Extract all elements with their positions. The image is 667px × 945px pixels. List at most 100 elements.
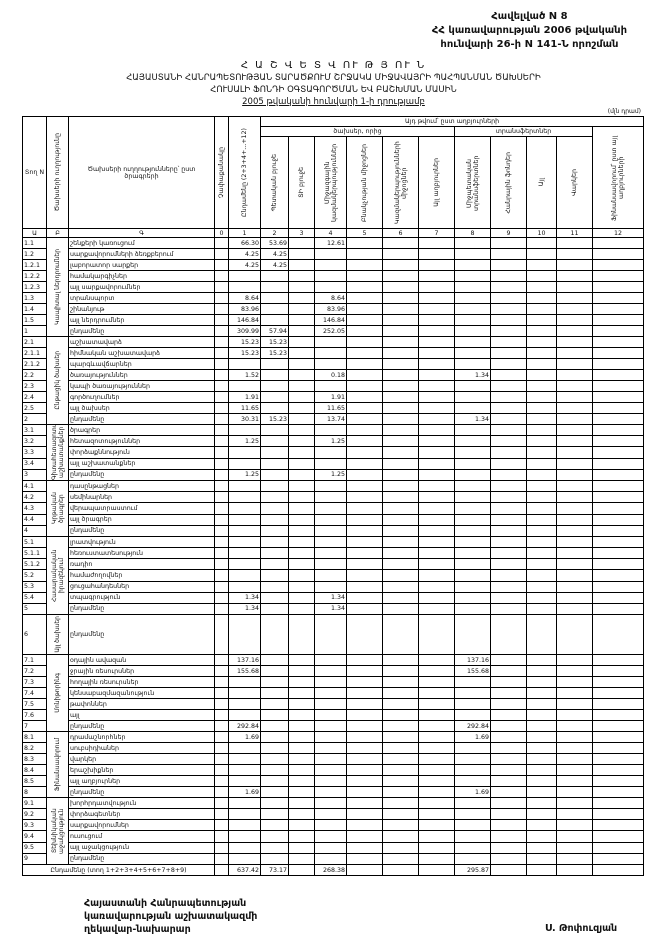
empty-cell [418,698,455,710]
empty-cell [591,796,645,810]
value-cell: 8.64 [314,292,347,304]
empty-cell [288,391,315,403]
empty-cell [260,292,289,304]
row-code: 5.1.2 [22,558,47,571]
empty-cell [418,841,455,854]
empty-cell [556,830,593,843]
row-code: 7.2 [22,665,47,677]
footer-line: կառավարության աշխատակազմի [84,911,258,922]
empty-cell [382,446,419,459]
empty-cell [526,259,557,271]
empty-cell [214,786,229,798]
empty-cell [214,796,229,810]
empty-cell [526,654,557,666]
column-number: 1 [228,228,261,238]
value-cell: 268.38 [314,864,347,876]
empty-cell [418,336,455,348]
empty-cell [490,676,527,688]
empty-cell [260,830,289,843]
empty-cell [556,819,593,832]
group-label-text: Այլ ծախսեր [54,616,61,653]
empty-cell [346,369,383,381]
empty-cell [346,270,383,282]
empty-cell [214,358,229,370]
row-code: 5.3 [22,580,47,593]
empty-cell [591,281,645,293]
empty-cell [418,237,455,249]
value-cell: 11.65 [314,402,347,414]
empty-cell [228,358,261,370]
table-row: 8.2 սուբսիդիաներ [22,742,645,754]
header-line: Հավելված N 8 [491,11,568,22]
row-code: 9.4 [22,830,47,843]
column-header-text: Ֆինանսավորում՝ ըստ այլ աղբյուրների [611,134,626,221]
empty-cell [526,491,557,504]
empty-cell [382,742,419,754]
table-head: Տող N Ծախսերի ուղղությունը Ծախսերի ուղղութ… [22,116,645,238]
empty-cell [260,775,289,787]
empty-cell [314,654,347,666]
empty-cell [260,753,289,765]
empty-cell [314,830,347,843]
row-name: այլ ծախսեր [68,402,215,414]
empty-cell [214,654,229,666]
row-name: հետազոտություններ [68,435,215,448]
empty-cell [314,569,347,582]
value-cell: 1.91 [314,391,347,403]
column-header-text: Ընդամենը (2+3+4+...+12) [241,128,248,217]
empty-cell [314,513,347,526]
empty-cell [454,347,491,359]
empty-cell [214,270,229,282]
column-number: 0 [214,228,229,238]
value-cell: 15.23 [260,336,289,348]
row-name: ընդամենը [68,413,215,425]
empty-cell [314,698,347,710]
empty-cell [454,423,491,437]
empty-cell [314,281,347,293]
table-row: 8.5 այլ աղբյուրներ [22,775,645,787]
empty-cell [214,513,229,526]
empty-cell [526,580,557,593]
empty-cell [490,413,527,425]
empty-cell [556,764,593,776]
empty-cell [454,614,491,655]
table-row: 2.3 կապի ծառայություններ [22,380,645,392]
empty-cell [288,513,315,526]
empty-cell [490,687,527,699]
empty-cell [556,535,593,549]
empty-cell [526,479,557,493]
empty-cell [382,468,419,482]
empty-cell [591,742,645,754]
empty-cell [382,786,419,798]
empty-cell [288,864,315,876]
empty-cell [490,731,527,743]
empty-cell [556,325,593,337]
empty-cell [214,435,229,448]
empty-cell [556,468,593,482]
empty-cell [591,479,645,493]
empty-cell [288,698,315,710]
footer-position: Հայաստանի Հանրապետության կառավարության ա… [84,897,257,936]
empty-cell [490,698,527,710]
table-row: 8.3 վարկեր [22,753,645,765]
empty-cell [346,558,383,571]
table-row: 7.4 կենսաբազմազանություն [22,687,645,699]
empty-cell [346,524,383,538]
value-cell: 637.42 [228,864,261,876]
group-label: Ֆինանսավորում [46,731,69,798]
column-header-text: Այլ աղբյուրներ [433,158,440,207]
empty-cell [228,535,261,549]
row-name: տպագրություն [68,591,215,604]
empty-cell [228,742,261,754]
empty-cell [490,614,527,655]
value-cell: 4.25 [260,259,289,271]
empty-cell [418,325,455,337]
row-code: 9.5 [22,841,47,854]
table-row: 5.3 ցուցահանդեսներ [22,580,645,593]
empty-cell [526,687,557,699]
row-code: 8.5 [22,775,47,787]
row-code: 1.1 [22,237,47,249]
empty-cell [314,547,347,560]
table-row: 2.1.2 պարգևավճարներ [22,358,645,370]
empty-cell [490,457,527,470]
